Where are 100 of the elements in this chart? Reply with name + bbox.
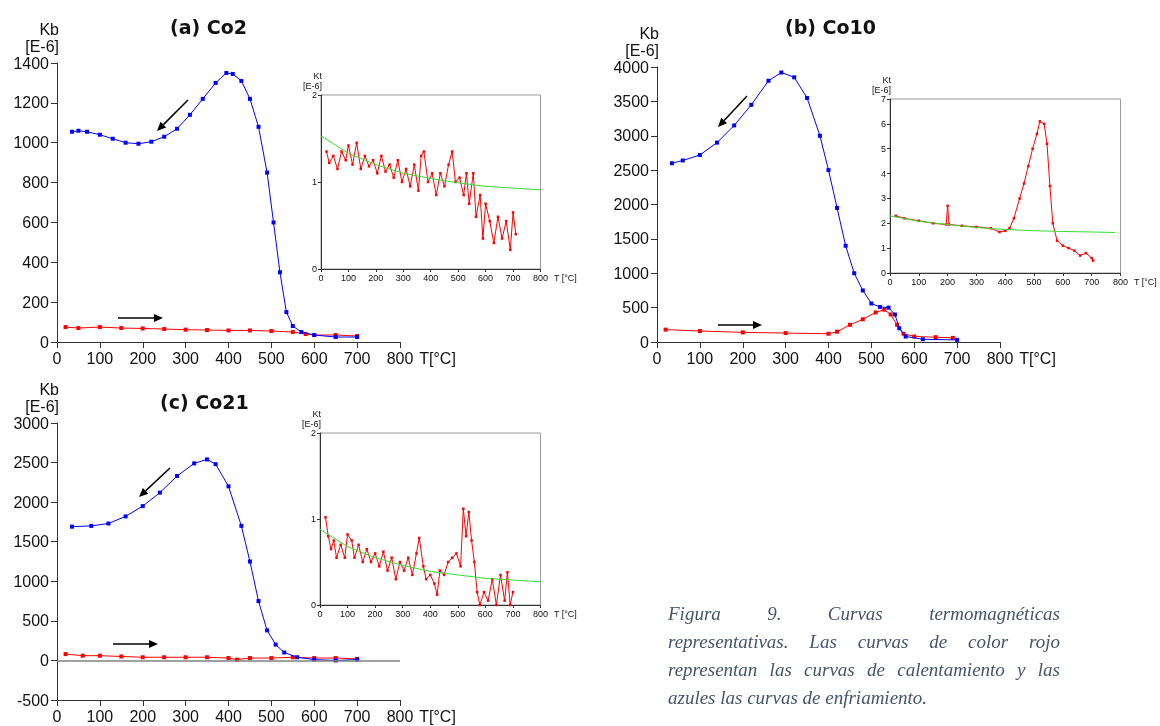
y-tick-label: 200 (22, 293, 50, 311)
y-tick-label: 3000 (613, 127, 650, 145)
x-tick-label: 500 (1026, 276, 1042, 287)
y-axis-title: Kb [E-6] (625, 25, 660, 60)
x-tick-label: 200 (368, 272, 384, 283)
x-tick-label: 500 (450, 608, 466, 619)
x-tick-label: 400 (815, 349, 842, 367)
y-tick-label: 1500 (13, 533, 50, 551)
x-tick-label: 100 (911, 276, 927, 287)
x-tick-label: 200 (367, 608, 383, 619)
y-axis-title: Kb [E-6] (25, 381, 60, 416)
x-tick-label: 800 (532, 272, 549, 283)
x-tick-label: 0 (887, 276, 893, 287)
y-tick-label: 2000 (613, 196, 650, 213)
y-tick-label: 2000 (13, 493, 50, 511)
y-tick-label: 5 (880, 143, 886, 154)
y-tick-label: 1000 (613, 264, 650, 282)
x-tick-label: 0 (52, 349, 62, 367)
x-tick-label: 800 (386, 349, 414, 367)
x-tick-label: 0 (52, 707, 62, 725)
text: Figura 9. Curvas termomagnéticas representativas. Las curvas de color rojo representan las curvas de calentamiento y las azules las curvas de enfriamiento. (668, 602, 1060, 710)
y-tick-label: 400 (22, 253, 50, 271)
x-tick-label: 100 (86, 349, 114, 367)
x-tick-label: 500 (258, 349, 285, 367)
x-tick-label: 100 (86, 707, 114, 725)
x-tick-label: 500 (258, 707, 285, 725)
x-axis-title: T [°C] (553, 273, 577, 283)
y-axis-title: Kt [E-6] (302, 70, 323, 91)
y-tick-label: 7 (880, 94, 886, 104)
y-tick-label: 1400 (13, 54, 50, 72)
y-tick-label: 4 (880, 168, 886, 179)
y-tick-label: 3 (880, 193, 886, 204)
y-tick-label: 800 (22, 174, 50, 192)
x-tick-label: 400 (423, 272, 439, 283)
x-tick-label: 200 (129, 349, 157, 367)
y-tick-label: 600 (22, 213, 50, 231)
y-tick-label: 0 (310, 600, 316, 610)
y-tick-label: 2 (310, 428, 316, 438)
y-tick-label: 1000 (13, 572, 50, 590)
x-axis-title: T[°C] (419, 350, 456, 367)
y-tick-label: 2500 (613, 161, 650, 179)
x-tick-label: 700 (943, 349, 971, 367)
x-tick-label: 300 (395, 608, 411, 619)
x-tick-label: 400 (215, 707, 242, 725)
y-tick-label: 500 (622, 299, 650, 317)
x-tick-label: 100 (686, 349, 714, 367)
x-axis-title: T [°C] (1133, 277, 1157, 287)
y-tick-label: 1200 (13, 94, 50, 112)
y-tick-label: 3000 (13, 414, 50, 432)
y-tick-label: 2 (880, 218, 886, 229)
y-tick-label: 0 (40, 333, 50, 351)
x-tick-label: 700 (343, 349, 371, 367)
x-tick-label: 300 (968, 276, 984, 287)
x-tick-label: 700 (505, 608, 521, 619)
y-tick-label: 1500 (613, 230, 650, 248)
x-tick-label: 200 (940, 276, 956, 287)
chart-title: (b) Co10 (785, 15, 877, 38)
x-tick-label: 800 (986, 349, 1014, 367)
y-tick-label: 0 (40, 651, 50, 669)
x-tick-label: 800 (532, 608, 549, 619)
x-tick-label: 100 (340, 272, 356, 283)
x-tick-label: 400 (997, 276, 1013, 287)
x-tick-label: 600 (1055, 276, 1071, 287)
y-tick-label: 1 (311, 177, 317, 187)
x-tick-label: 300 (395, 272, 411, 283)
y-tick-label: 4000 (613, 58, 650, 76)
x-tick-label: 0 (652, 349, 662, 367)
x-axis-title: T[°C] (1019, 350, 1056, 367)
y-tick-label: 2 (311, 90, 317, 100)
y-tick-label: 0 (311, 264, 317, 274)
y-tick-label: 0 (640, 333, 650, 351)
y-tick-label: 1 (880, 243, 886, 254)
y-axis-title: Kt [E-6] (871, 74, 892, 95)
chart-title: (c) Co21 (160, 390, 249, 413)
x-tick-label: 700 (505, 272, 521, 283)
x-tick-label: 800 (1112, 276, 1129, 287)
x-tick-label: 800 (386, 707, 414, 725)
x-tick-label: 700 (1084, 276, 1100, 287)
x-tick-label: 600 (900, 349, 928, 367)
y-tick-label: 2500 (13, 454, 50, 472)
x-tick-label: 200 (729, 349, 757, 367)
y-tick-label: 3500 (613, 92, 650, 110)
y-tick-label: 6 (880, 118, 886, 129)
x-tick-label: 600 (478, 272, 494, 283)
x-axis-title: T[°C] (419, 708, 456, 725)
x-tick-label: 0 (318, 272, 324, 283)
x-axis-title: T [°C] (553, 609, 577, 619)
y-axis-title: Kt [E-6] (301, 408, 322, 429)
x-tick-label: 700 (343, 707, 371, 725)
x-tick-label: 400 (215, 349, 242, 367)
x-tick-label: 600 (477, 608, 493, 619)
x-tick-label: 300 (172, 707, 200, 725)
y-tick-label: -500 (16, 691, 50, 709)
x-tick-label: 400 (422, 608, 438, 619)
x-tick-label: 100 (340, 608, 356, 619)
y-tick-label: 1000 (13, 134, 50, 152)
x-tick-label: 300 (172, 349, 200, 367)
y-axis-title: Kb [E-6] (25, 21, 60, 56)
y-tick-label: 1 (310, 514, 316, 524)
x-tick-label: 200 (129, 707, 157, 725)
